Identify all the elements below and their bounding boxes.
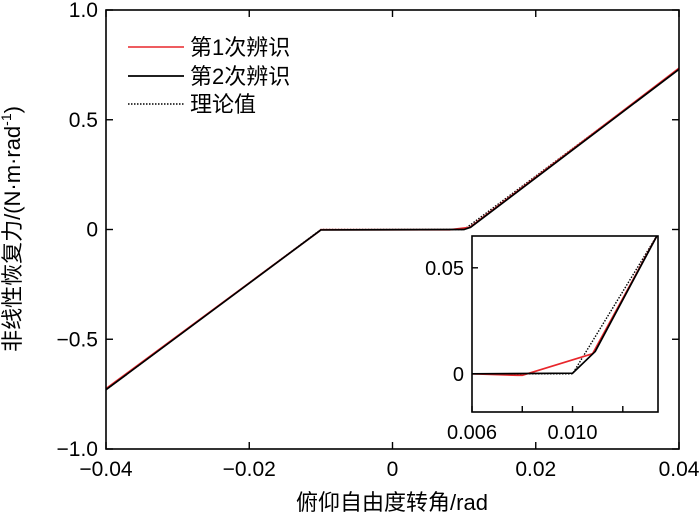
legend-label-series-2: 第2次辨识 — [190, 64, 290, 89]
main-x-tick-label: −0.02 — [223, 458, 276, 481]
main-y-tick-label: 0 — [86, 219, 98, 242]
inset-chart: 0.006 0.010 0 0.05 — [425, 235, 659, 444]
main-x-tick-label: 0 — [387, 458, 399, 481]
inset-axis-ticks: 0.006 0.010 0 0.05 — [425, 258, 624, 444]
main-series-lines — [106, 67, 679, 391]
y-axis-title-superscript: -1 — [0, 113, 14, 126]
inset-y-tick-label: 0.05 — [425, 258, 464, 280]
main-x-tick-label: 0.04 — [659, 458, 700, 481]
inset-series-lines — [472, 236, 658, 377]
inset-y-tick-label: 0 — [453, 364, 464, 386]
inset-x-tick-label: 0.006 — [447, 422, 497, 444]
legend-label-series-3: 理论值 — [190, 92, 256, 117]
inset-x-tick-label: 0.010 — [548, 422, 598, 444]
y-axis-title-main: 非线性恢复力/(N·m·rad — [0, 126, 25, 352]
legend: 第1次辨识 第2次辨识 理论值 — [128, 35, 290, 117]
main-x-tick-label: −0.04 — [79, 458, 132, 481]
y-axis-title-close: ) — [0, 106, 25, 113]
main-y-tick-label: 1.0 — [69, 0, 98, 22]
main-y-tick-label: 0.5 — [69, 109, 98, 132]
main-x-tick-label: 0.02 — [515, 458, 556, 481]
main-y-tick-label: −1.0 — [57, 438, 98, 461]
main-y-tick-label: −0.5 — [57, 328, 98, 351]
y-axis-title: 非线性恢复力/(N·m·rad-1) — [0, 106, 25, 352]
legend-label-series-1: 第1次辨识 — [190, 35, 290, 60]
main-series-line-2 — [106, 68, 679, 391]
inset-frame — [471, 235, 659, 413]
inset-plot-area — [472, 236, 658, 412]
inset-series-line-2 — [472, 236, 658, 375]
x-axis-title: 俯仰自由度转角/rad — [296, 490, 488, 515]
main-axis-ticks: −0.04 −0.02 0 0.02 0.04 −1.0 −0.5 0 0.5 1.0 — [57, 0, 700, 481]
